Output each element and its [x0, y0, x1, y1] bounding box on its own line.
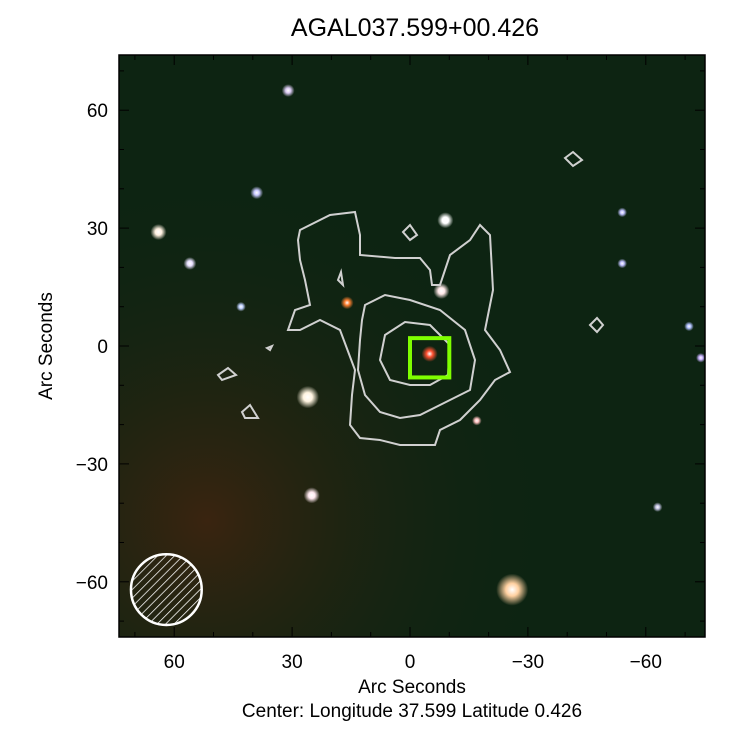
star: [421, 345, 438, 362]
star: [652, 502, 663, 512]
contour-line: [588, 316, 605, 334]
y-tick-label: 0: [97, 337, 108, 358]
contour-line: [356, 293, 477, 420]
star: [183, 257, 197, 270]
contour-line: [401, 223, 419, 242]
y-tick-label: 60: [87, 101, 108, 122]
source-marker-square: [408, 336, 452, 380]
star: [303, 487, 320, 504]
image-glow: [119, 55, 705, 637]
x-tick-label: −30: [512, 652, 544, 673]
star: [236, 301, 246, 312]
star: [684, 321, 694, 332]
star: [696, 352, 705, 363]
center-caption: Center: Longitude 37.599 Latitude 0.426: [241, 701, 583, 722]
contour-line: [264, 344, 275, 352]
star: [472, 415, 482, 426]
contour-line: [240, 403, 260, 419]
x-axis-label: Arc Seconds: [358, 677, 466, 698]
contour-line: [378, 320, 452, 386]
y-tick-label: 30: [87, 219, 108, 240]
star: [281, 84, 295, 97]
contour-line: [216, 366, 238, 382]
x-tick-label: 30: [282, 652, 303, 673]
star: [433, 282, 450, 299]
x-tick-label: −60: [630, 652, 662, 673]
contour-line: [286, 210, 512, 446]
star: [250, 186, 264, 200]
contour-line: [336, 268, 345, 288]
x-tick-label: 60: [164, 652, 185, 673]
y-axis-label: Arc Seconds: [36, 292, 57, 400]
beam-circle-icon: [129, 553, 203, 627]
x-tick-label: 0: [405, 652, 416, 673]
star: [296, 385, 320, 409]
star: [496, 573, 529, 606]
chart-title: AGAL037.599+00.426: [290, 14, 540, 42]
star: [340, 296, 354, 310]
star: [617, 258, 628, 269]
y-tick-label: −60: [76, 573, 108, 594]
star: [150, 224, 167, 241]
contour-line: [563, 150, 584, 168]
star: [617, 207, 628, 218]
y-tick-label: −30: [76, 455, 108, 476]
star: [437, 212, 454, 229]
